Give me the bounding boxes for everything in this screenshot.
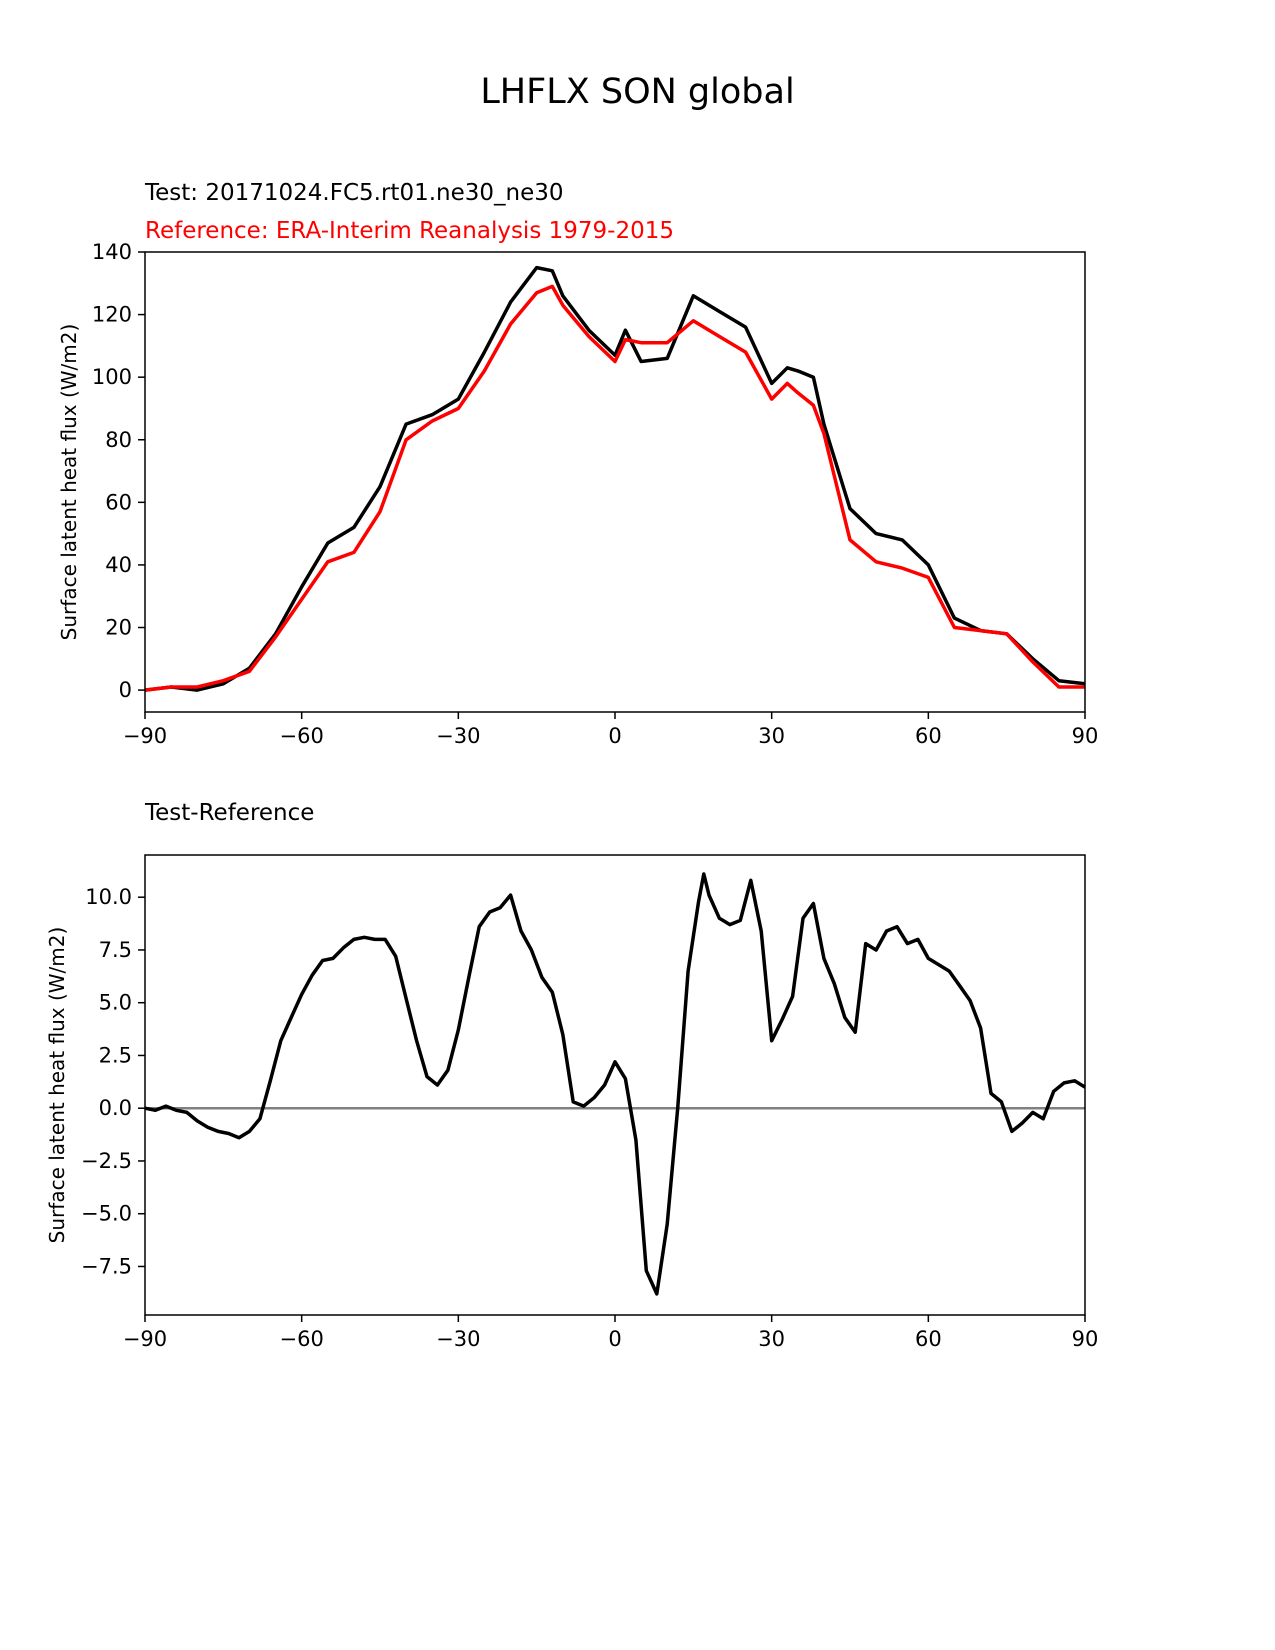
plot-frame (144, 854, 1086, 1316)
y-tick-label: 140 (92, 240, 132, 264)
y-tick-label: 7.5 (99, 938, 132, 962)
y-tick-label: 100 (92, 365, 132, 389)
y-tick-label: 0 (119, 678, 132, 702)
reference-title: Reference: ERA-Interim Reanalysis 1979-2… (145, 218, 674, 244)
y-tick-label: 60 (105, 490, 132, 514)
x-tick-label: −30 (436, 724, 480, 748)
x-tick-label: 60 (915, 1327, 942, 1351)
difference-title: Test-Reference (145, 800, 315, 826)
y-tick-label: −5.0 (81, 1202, 132, 1226)
y-tick-label: 2.5 (99, 1043, 132, 1067)
y-tick-label: 40 (105, 553, 132, 577)
x-tick-label: 60 (915, 724, 942, 748)
series-line-reference (144, 284, 1085, 692)
y-tick-label: 80 (105, 428, 132, 452)
x-tick-label: −90 (123, 1327, 167, 1351)
x-tick-label: −60 (280, 724, 324, 748)
x-tick-label: 90 (1072, 1327, 1099, 1351)
y-tick-label: 120 (92, 303, 132, 327)
test-title: Test: 20171024.FC5.rt01.ne30_ne30 (145, 180, 564, 206)
y-tick-label: −7.5 (81, 1254, 132, 1278)
y-tick-label: 20 (105, 616, 132, 640)
y-tick-label: 10.0 (85, 885, 132, 909)
series-line-test (144, 265, 1086, 692)
chart-panel-2: −90 −60 −30 0 30 60 90 −7.5 −5.0 −2.5 0.0 2.5 5.0 7.5… (45, 854, 1099, 1351)
x-tick-label: 30 (758, 724, 785, 748)
x-tick-label: −90 (123, 724, 167, 748)
series-line-test-reference (144, 872, 1086, 1296)
x-tick-label: 0 (608, 724, 621, 748)
y-tick-label: 0.0 (99, 1096, 132, 1120)
chart-panel-1: −90 −60 −30 0 30 60 90 0 20 40 60 80 100 120 140 Surfac… (57, 240, 1098, 748)
x-tick-label: 0 (608, 1327, 621, 1351)
plot-frame (144, 251, 1086, 713)
x-tick-label: 30 (758, 1327, 785, 1351)
y-tick-label: 5.0 (99, 991, 132, 1015)
x-tick-label: −30 (436, 1327, 480, 1351)
x-tick-label: 90 (1072, 724, 1099, 748)
y-axis-label: Surface latent heat flux (W/m2) (57, 324, 81, 641)
figure-title: LHFLX SON global (480, 72, 795, 112)
y-axis-label: Surface latent heat flux (W/m2) (45, 927, 69, 1244)
x-tick-label: −60 (280, 1327, 324, 1351)
y-tick-label: −2.5 (81, 1149, 132, 1173)
